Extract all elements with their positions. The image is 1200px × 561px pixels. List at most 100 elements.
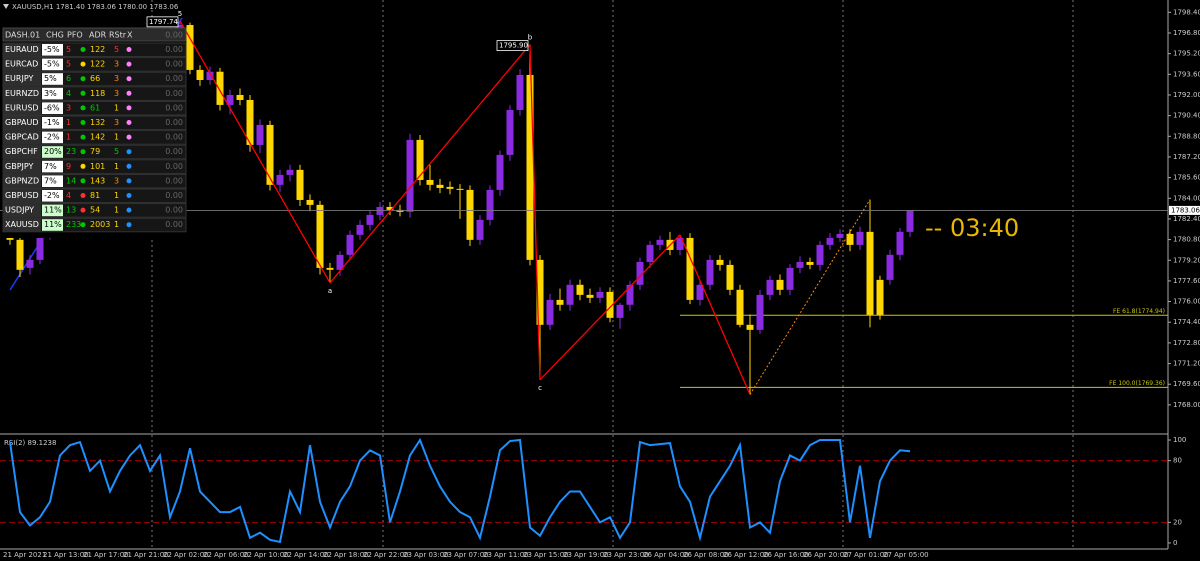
zigzag-line bbox=[539, 234, 681, 381]
symbol: GBPUSD bbox=[5, 191, 39, 200]
candle-body bbox=[856, 231, 864, 245]
symbol: EURUSD bbox=[5, 103, 39, 112]
candle-body bbox=[676, 237, 684, 250]
row-value: 0.00 bbox=[165, 74, 183, 83]
candle-body bbox=[826, 237, 834, 245]
candle-body bbox=[746, 324, 754, 330]
candle-body bbox=[536, 259, 544, 325]
candle-body bbox=[286, 169, 294, 175]
candle-body bbox=[416, 139, 424, 180]
row-value: 0.00 bbox=[165, 206, 183, 215]
candle-body bbox=[806, 261, 814, 265]
y-tick-label: 1796.80 bbox=[1173, 29, 1200, 37]
x-tick-label: 21 Apr 17:00 bbox=[83, 551, 129, 559]
chg: 5% bbox=[44, 74, 57, 83]
y-tick-label: 1790.40 bbox=[1173, 112, 1200, 120]
x-tick-label: 22 Apr 22:00 bbox=[363, 551, 409, 559]
price-box-label: 1795.90 bbox=[499, 42, 528, 50]
x-tick-label: 22 Apr 18:00 bbox=[323, 551, 369, 559]
dashboard-header: ADR bbox=[89, 31, 107, 40]
candle-body bbox=[16, 239, 24, 270]
row-value: 0.00 bbox=[165, 176, 183, 185]
candle-body bbox=[516, 74, 524, 110]
symbol-cell bbox=[3, 57, 41, 72]
candle-body bbox=[726, 264, 734, 290]
adr: 81 bbox=[90, 191, 100, 200]
rstr-dot bbox=[126, 222, 132, 228]
candle-body bbox=[246, 100, 254, 145]
y-tick-label: 1780.80 bbox=[1173, 236, 1200, 244]
y-tick-label: 1785.60 bbox=[1173, 174, 1200, 182]
symbol-cell bbox=[3, 203, 41, 218]
y-tick-label: 1784.00 bbox=[1173, 194, 1200, 202]
y-tick-label: 1782.40 bbox=[1173, 215, 1200, 223]
candle-body bbox=[846, 233, 854, 245]
x-tick-label: 23 Apr 07:00 bbox=[443, 551, 489, 559]
candle-body bbox=[786, 267, 794, 290]
zigzag-line bbox=[329, 44, 531, 284]
dashboard-header[interactable]: X bbox=[127, 31, 133, 40]
adr: 142 bbox=[90, 133, 105, 142]
pfo-dot bbox=[80, 193, 86, 198]
candle-body bbox=[776, 279, 784, 290]
y-tick-label: 1772.80 bbox=[1173, 339, 1200, 347]
candle-body bbox=[376, 206, 384, 215]
symbol-icon bbox=[3, 4, 9, 9]
symbol-cell bbox=[3, 159, 41, 174]
symbol: EURJPY bbox=[5, 74, 33, 83]
candle-body bbox=[696, 284, 704, 300]
row-value: 0.00 bbox=[165, 220, 183, 229]
wave-label: b bbox=[528, 34, 533, 42]
symbol: GBPAUD bbox=[5, 118, 39, 127]
adr: 122 bbox=[90, 60, 105, 69]
candle-body bbox=[886, 254, 894, 280]
candle-body bbox=[206, 71, 214, 80]
symbol: EURNZD bbox=[5, 89, 39, 98]
rstr: 1 bbox=[114, 162, 119, 171]
x-tick-label: 26 Apr 08:00 bbox=[683, 551, 729, 559]
wave-label: 5 bbox=[178, 10, 182, 18]
chg: 11% bbox=[44, 206, 62, 215]
x-tick-label: 22 Apr 02:00 bbox=[163, 551, 209, 559]
rstr: 3 bbox=[114, 74, 119, 83]
candle-body bbox=[706, 259, 714, 285]
x-tick-label: 23 Apr 23:00 bbox=[603, 551, 649, 559]
rstr: 1 bbox=[114, 133, 119, 142]
pfo: 233 bbox=[66, 220, 81, 229]
price-box bbox=[496, 40, 529, 52]
candle-body bbox=[606, 291, 614, 318]
candle-body bbox=[336, 254, 344, 270]
rstr-dot bbox=[126, 163, 132, 169]
symbol: USDJPY bbox=[5, 206, 34, 215]
candle-body bbox=[276, 174, 284, 185]
rstr-dot bbox=[126, 90, 132, 96]
candle-body bbox=[596, 291, 604, 298]
dashboard-header-bg bbox=[2, 27, 187, 42]
rsi-line bbox=[9, 437, 911, 544]
symbol-cell bbox=[3, 145, 41, 159]
y-tick-label: 1779.20 bbox=[1173, 256, 1200, 264]
x-tick-label: 21 Apr 21:00 bbox=[123, 551, 169, 559]
pfo-dot bbox=[80, 120, 86, 125]
rstr: 1 bbox=[114, 206, 119, 215]
x-tick-label: 23 Apr 11:00 bbox=[483, 551, 529, 559]
current-price-label: 1783.06 bbox=[1171, 206, 1200, 214]
candle-body bbox=[526, 74, 534, 260]
symbol-cell bbox=[3, 130, 41, 145]
x-tick-label: 26 Apr 20:00 bbox=[803, 551, 849, 559]
x-tick-label: 26 Apr 04:00 bbox=[643, 551, 689, 559]
x-tick-label: 26 Apr 16:00 bbox=[763, 551, 809, 559]
pfo-dot bbox=[80, 61, 86, 67]
adr: 122 bbox=[90, 45, 105, 54]
y-tick-label: 1769.60 bbox=[1173, 380, 1200, 388]
y-tick-label: 20 bbox=[1173, 518, 1182, 526]
rstr-dot bbox=[126, 120, 132, 125]
symbol-cell bbox=[3, 43, 41, 57]
zigzag-line bbox=[179, 20, 331, 284]
candle-body bbox=[876, 279, 884, 315]
rstr: 1 bbox=[114, 103, 119, 112]
pfo: 5 bbox=[66, 60, 71, 69]
y-tick-label: 1788.80 bbox=[1173, 132, 1200, 140]
candle-body bbox=[446, 186, 454, 189]
